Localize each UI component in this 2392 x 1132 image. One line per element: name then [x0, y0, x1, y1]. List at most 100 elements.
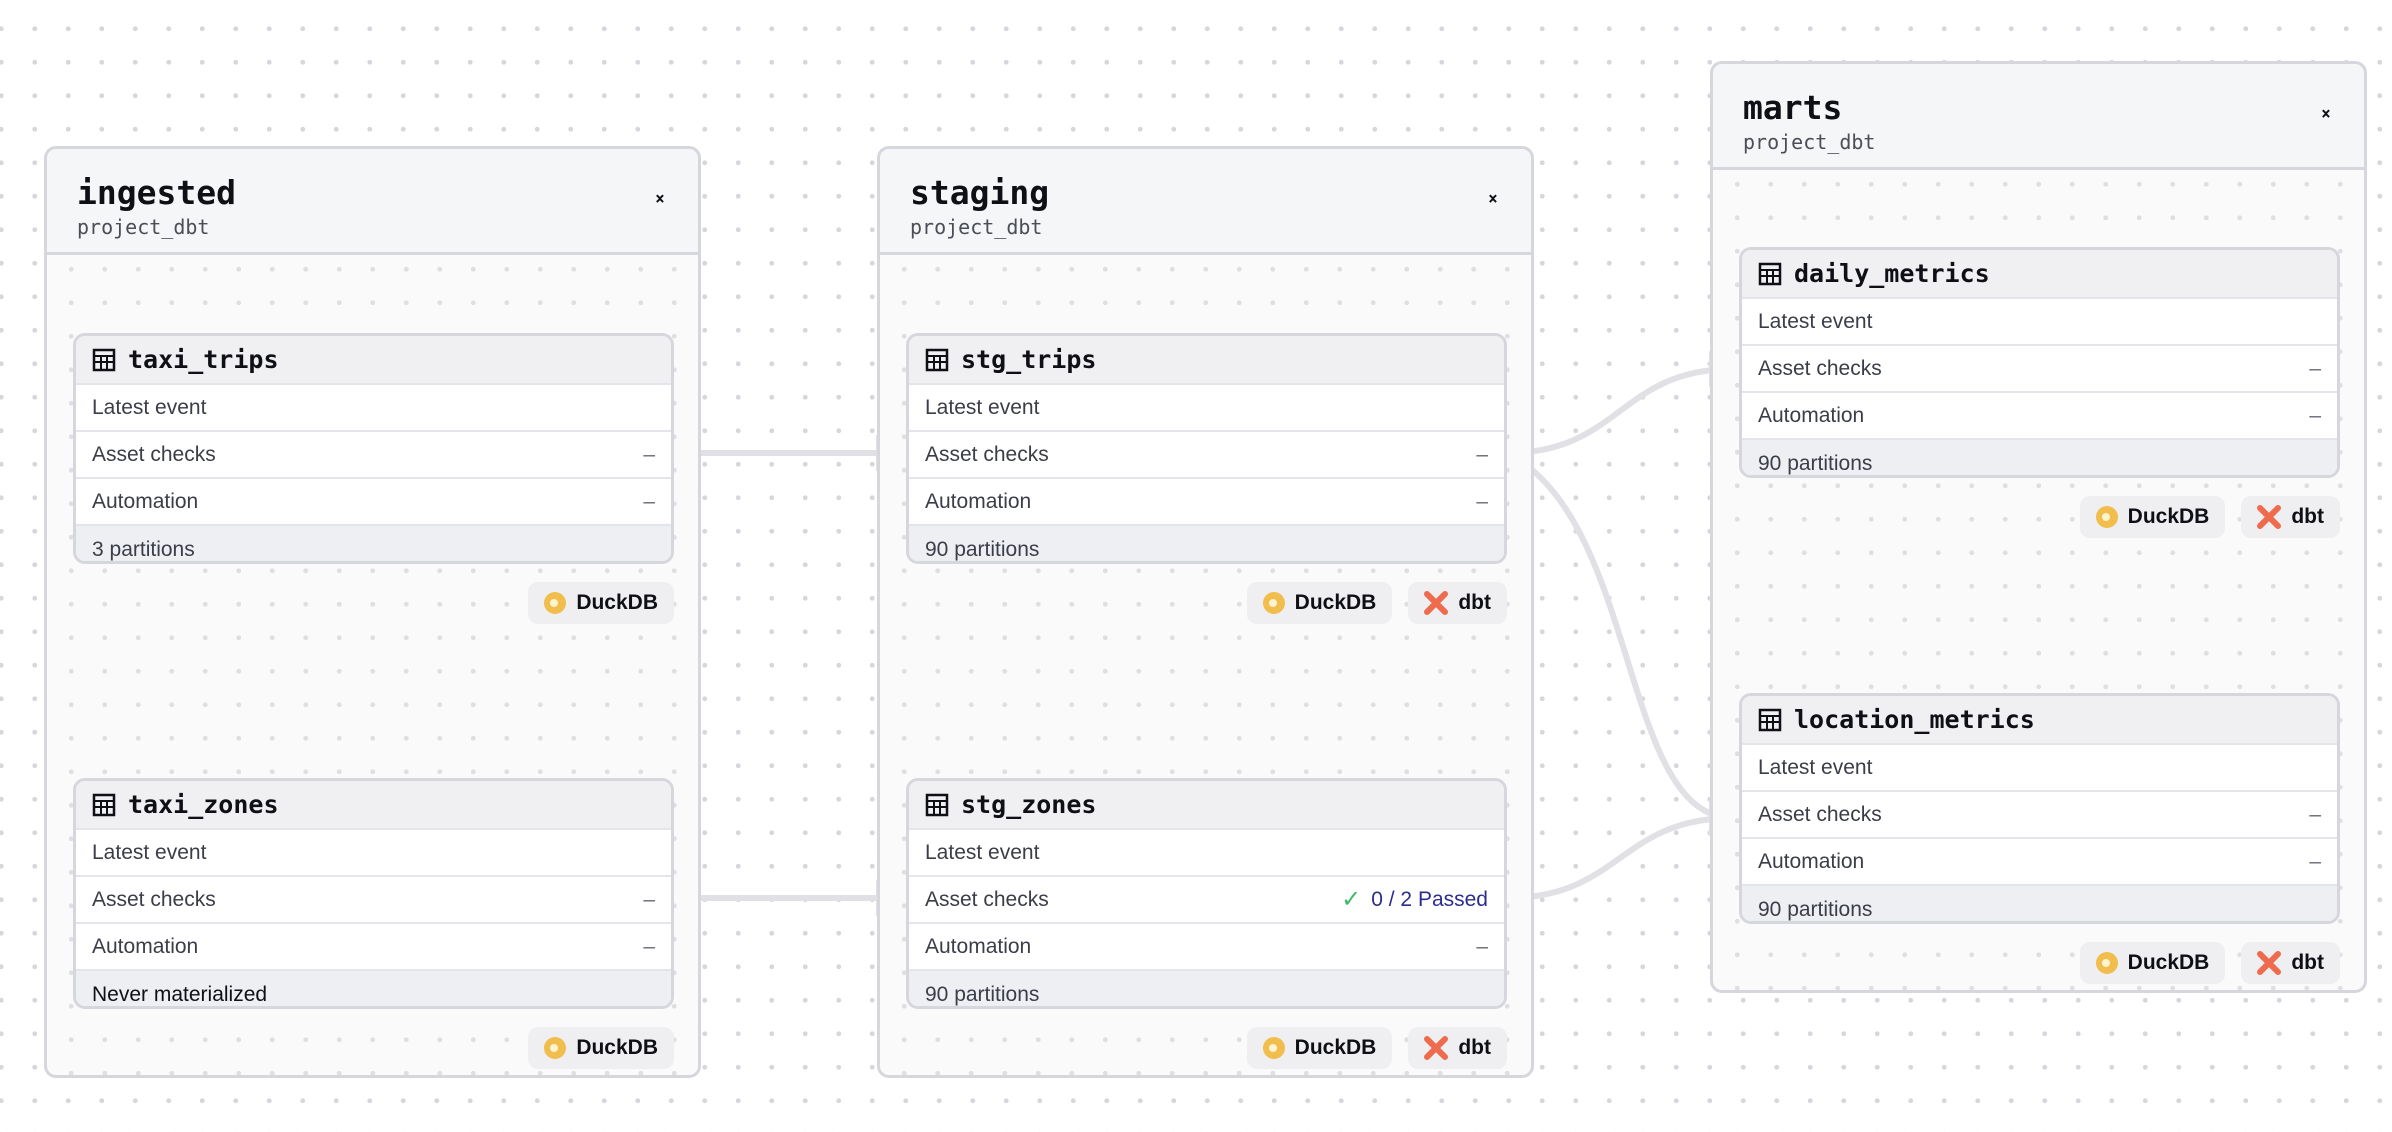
- edge-stg_trips-daily_metrics: [1506, 351, 1745, 456]
- group-title: marts: [1743, 88, 1843, 127]
- row-automation: Automation –: [1742, 837, 2337, 884]
- asset-node-header[interactable]: stg_zones: [909, 781, 1504, 828]
- asset-node-taxi_zones[interactable]: taxi_zones Latest event Asset checks – Au…: [73, 778, 674, 1009]
- tag-duckdb[interactable]: DuckDB: [1246, 582, 1393, 624]
- partition-status: 90 partitions: [1758, 897, 1873, 921]
- row-latest-event: Latest event: [909, 383, 1504, 430]
- tag-label: dbt: [2291, 951, 2324, 974]
- row-label: Automation: [92, 489, 199, 513]
- row-label: Latest event: [92, 395, 207, 419]
- asset-node-stg_trips[interactable]: stg_trips Latest event Asset checks – Aut…: [906, 333, 1507, 564]
- asset-tags: DuckDB: [528, 1027, 674, 1069]
- row-label: Automation: [925, 934, 1032, 958]
- tag-duckdb[interactable]: DuckDB: [2079, 942, 2226, 984]
- tag-label: dbt: [1458, 1036, 1491, 1059]
- tag-label: DuckDB: [576, 591, 658, 614]
- partition-status: Never materialized: [92, 982, 268, 1006]
- row-label: Latest event: [1758, 309, 1873, 333]
- automation-value: –: [643, 489, 655, 513]
- row-label: Latest event: [92, 840, 207, 864]
- tag-label: DuckDB: [1294, 591, 1377, 614]
- asset-node-taxi_trips[interactable]: taxi_trips Latest event Asset checks – Au…: [73, 333, 674, 564]
- table-icon: [1758, 262, 1782, 285]
- row-label: Asset checks: [92, 887, 216, 911]
- checks-passed[interactable]: ✓ 0 / 2 Passed: [1341, 886, 1488, 913]
- row-partitions: 90 partitions: [1742, 438, 2337, 475]
- row-label: Automation: [1758, 403, 1865, 427]
- row-asset-checks: Asset checks –: [1742, 790, 2337, 837]
- asset-node-daily_metrics[interactable]: daily_metrics Latest event Asset checks –…: [1739, 247, 2340, 478]
- row-automation: Automation –: [76, 922, 671, 969]
- automation-value: –: [1476, 489, 1488, 513]
- row-latest-event: Latest event: [1742, 743, 2337, 790]
- table-icon: [925, 348, 949, 371]
- asset-node-stg_zones[interactable]: stg_zones Latest event Asset checks ✓ 0 / …: [906, 778, 1507, 1009]
- duckdb-icon: [544, 1037, 567, 1059]
- check-icon: ✓: [1341, 886, 1362, 913]
- group-header[interactable]: ingested project_dbt ⌄ ⌃: [47, 149, 698, 255]
- duckdb-icon: [2095, 506, 2118, 528]
- tag-dbt[interactable]: dbt: [2241, 942, 2340, 984]
- tag-duckdb[interactable]: DuckDB: [528, 582, 674, 624]
- row-partitions: 3 partitions: [76, 524, 671, 561]
- asset-node-location_metrics[interactable]: location_metrics Latest event Asset chec…: [1739, 693, 2340, 924]
- asset-name: taxi_zones: [128, 790, 279, 819]
- dbt-icon: [2257, 951, 2282, 975]
- tag-duckdb[interactable]: DuckDB: [2079, 496, 2226, 538]
- row-asset-checks: Asset checks –: [1742, 344, 2337, 391]
- row-latest-event: Latest event: [76, 383, 671, 430]
- row-label: Automation: [925, 489, 1032, 513]
- table-icon: [1758, 708, 1782, 731]
- asset-node-header[interactable]: stg_trips: [909, 336, 1504, 383]
- automation-value: –: [1476, 934, 1488, 958]
- dbt-icon: [1424, 1036, 1449, 1060]
- table-icon: [92, 793, 116, 816]
- asset-tags: DuckDB dbt: [1246, 1027, 1507, 1069]
- tag-duckdb[interactable]: DuckDB: [528, 1027, 674, 1069]
- row-automation: Automation –: [909, 477, 1504, 524]
- row-label: Asset checks: [92, 442, 216, 466]
- group-header[interactable]: staging project_dbt ⌄ ⌃: [880, 149, 1531, 255]
- tag-duckdb[interactable]: DuckDB: [1246, 1027, 1393, 1069]
- row-label: Asset checks: [1758, 356, 1882, 380]
- tag-label: dbt: [1458, 591, 1491, 614]
- table-icon: [92, 348, 116, 371]
- tag-label: dbt: [2291, 505, 2324, 528]
- asset-name: stg_trips: [961, 345, 1097, 374]
- automation-value: –: [2309, 849, 2321, 873]
- asset-node-header[interactable]: taxi_trips: [76, 336, 671, 383]
- collapse-toggle-icon[interactable]: ⌄ ⌃: [1486, 186, 1500, 214]
- automation-value: –: [2309, 403, 2321, 427]
- tag-dbt[interactable]: dbt: [1408, 1027, 1507, 1069]
- group-title: staging: [910, 173, 1050, 212]
- collapse-toggle-icon[interactable]: ⌄ ⌃: [2319, 101, 2333, 129]
- tag-dbt[interactable]: dbt: [1408, 582, 1507, 624]
- tag-label: DuckDB: [576, 1036, 658, 1059]
- group-subtitle: project_dbt: [77, 215, 210, 239]
- tag-dbt[interactable]: dbt: [2241, 496, 2340, 538]
- row-label: Latest event: [925, 395, 1040, 419]
- asset-node-header[interactable]: taxi_zones: [76, 781, 671, 828]
- edge-stg_trips-location_metrics: [1505, 450, 1745, 836]
- duckdb-icon: [2095, 952, 2118, 974]
- tag-label: DuckDB: [2127, 951, 2210, 974]
- checks-value: –: [1476, 442, 1488, 466]
- row-automation: Automation –: [76, 477, 671, 524]
- row-label: Asset checks: [925, 887, 1049, 911]
- row-label: Latest event: [1758, 755, 1873, 779]
- checks-value: –: [643, 442, 655, 466]
- row-label: Asset checks: [1758, 802, 1882, 826]
- asset-node-header[interactable]: daily_metrics: [1742, 250, 2337, 297]
- row-asset-checks: Asset checks –: [76, 430, 671, 477]
- row-latest-event: Latest event: [909, 828, 1504, 875]
- asset-tags: DuckDB: [528, 582, 674, 624]
- row-partitions: Never materialized: [76, 969, 671, 1006]
- collapse-toggle-icon[interactable]: ⌄ ⌃: [653, 186, 667, 214]
- asset-node-header[interactable]: location_metrics: [1742, 696, 2337, 743]
- row-asset-checks: Asset checks –: [909, 430, 1504, 477]
- row-partitions: 90 partitions: [1742, 884, 2337, 921]
- group-header[interactable]: marts project_dbt ⌄ ⌃: [1713, 64, 2364, 170]
- checks-value: –: [643, 887, 655, 911]
- asset-name: taxi_trips: [128, 345, 279, 374]
- asset-name: location_metrics: [1794, 705, 2035, 734]
